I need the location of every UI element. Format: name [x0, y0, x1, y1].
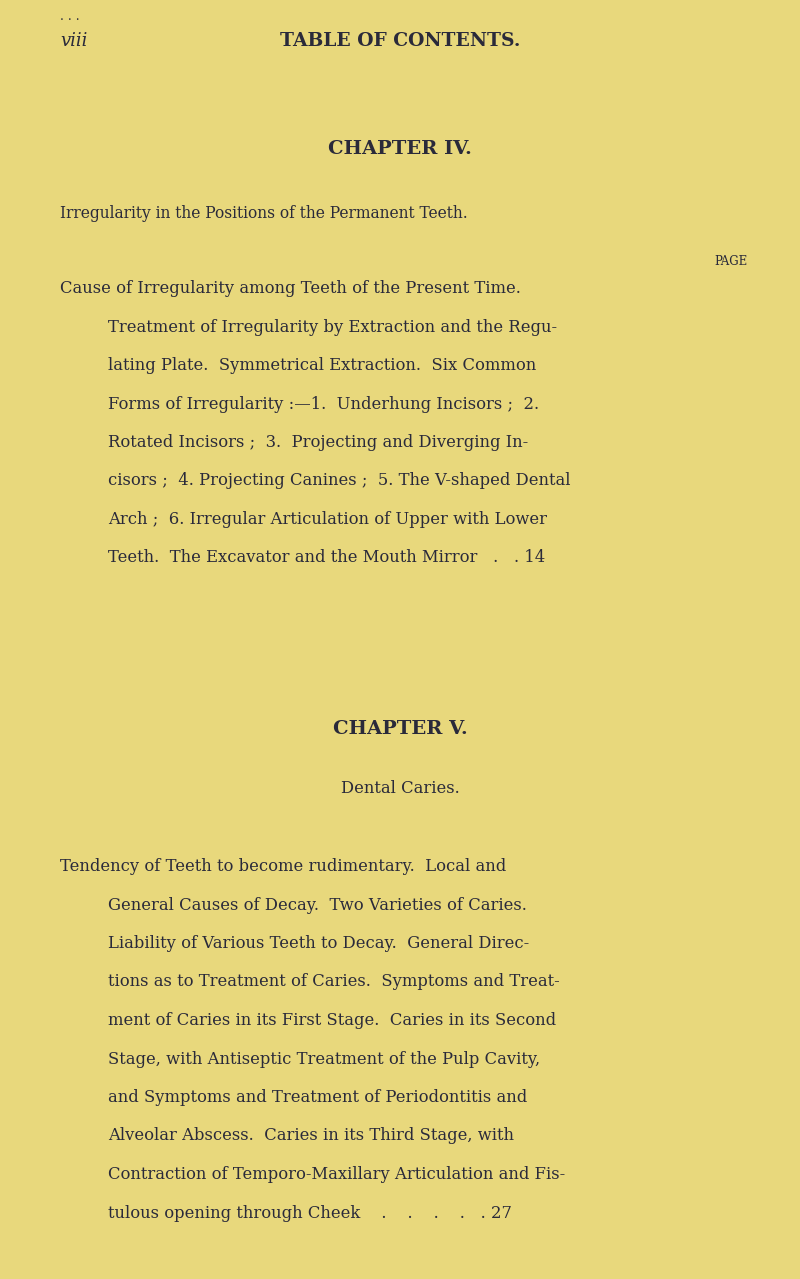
- Text: Rotated Incisors ;  3.  Projecting and Diverging In-: Rotated Incisors ; 3. Projecting and Div…: [108, 434, 528, 451]
- Text: CHAPTER IV.: CHAPTER IV.: [328, 139, 472, 159]
- Text: Irregularity in the Positions of the Permanent Teeth.: Irregularity in the Positions of the Per…: [60, 205, 468, 223]
- Text: PAGE: PAGE: [714, 255, 748, 269]
- Text: Stage, with Antiseptic Treatment of the Pulp Cavity,: Stage, with Antiseptic Treatment of the …: [108, 1050, 540, 1068]
- Text: tions as to Treatment of Caries.  Symptoms and Treat-: tions as to Treatment of Caries. Symptom…: [108, 973, 560, 990]
- Text: tulous opening through Cheek    .    .    .    .   . 27: tulous opening through Cheek . . . . . 2…: [108, 1205, 512, 1221]
- Text: . . .: . . .: [60, 10, 80, 23]
- Text: Cause of Irregularity among Teeth of the Present Time.: Cause of Irregularity among Teeth of the…: [60, 280, 521, 297]
- Text: cisors ;  4. Projecting Canines ;  5. The V-shaped Dental: cisors ; 4. Projecting Canines ; 5. The …: [108, 472, 570, 490]
- Text: ment of Caries in its First Stage.  Caries in its Second: ment of Caries in its First Stage. Carie…: [108, 1012, 556, 1030]
- Text: Liability of Various Teeth to Decay.  General Direc-: Liability of Various Teeth to Decay. Gen…: [108, 935, 530, 952]
- Text: Arch ;  6. Irregular Articulation of Upper with Lower: Arch ; 6. Irregular Articulation of Uppe…: [108, 512, 547, 528]
- Text: Contraction of Temporo-Maxillary Articulation and Fis-: Contraction of Temporo-Maxillary Articul…: [108, 1166, 566, 1183]
- Text: lating Plate.  Symmetrical Extraction.  Six Common: lating Plate. Symmetrical Extraction. Si…: [108, 357, 536, 373]
- Text: Treatment of Irregularity by Extraction and the Regu-: Treatment of Irregularity by Extraction …: [108, 318, 557, 335]
- Text: Dental Caries.: Dental Caries.: [341, 780, 459, 797]
- Text: CHAPTER V.: CHAPTER V.: [333, 720, 467, 738]
- Text: Tendency of Teeth to become rudimentary.  Local and: Tendency of Teeth to become rudimentary.…: [60, 858, 506, 875]
- Text: Alveolar Abscess.  Caries in its Third Stage, with: Alveolar Abscess. Caries in its Third St…: [108, 1128, 514, 1145]
- Text: General Causes of Decay.  Two Varieties of Caries.: General Causes of Decay. Two Varieties o…: [108, 897, 527, 913]
- Text: TABLE OF CONTENTS.: TABLE OF CONTENTS.: [280, 32, 520, 50]
- Text: Forms of Irregularity :—1.  Underhung Incisors ;  2.: Forms of Irregularity :—1. Underhung Inc…: [108, 395, 539, 413]
- Text: viii: viii: [60, 32, 87, 50]
- Text: and Symptoms and Treatment of Periodontitis and: and Symptoms and Treatment of Periodonti…: [108, 1088, 527, 1106]
- Text: Teeth.  The Excavator and the Mouth Mirror   .   . 14: Teeth. The Excavator and the Mouth Mirro…: [108, 550, 546, 567]
